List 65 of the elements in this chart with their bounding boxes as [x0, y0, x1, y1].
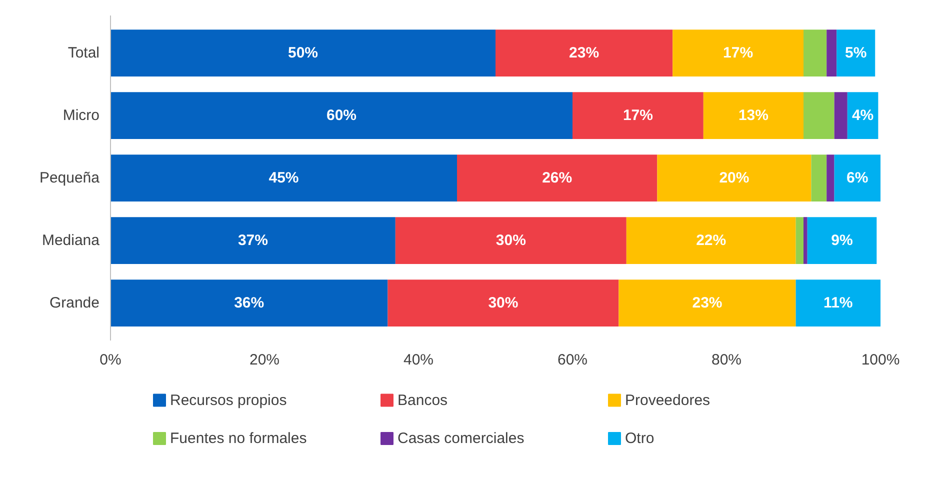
bar [826, 154, 834, 202]
data-label: 17% [622, 107, 653, 124]
bar [807, 217, 877, 264]
x-tick-label: 100% [861, 352, 900, 368]
data-label: 17% [723, 44, 754, 62]
legend-label: Proveedores [625, 392, 710, 409]
bar [804, 30, 827, 76]
bar [388, 280, 619, 326]
bar [847, 92, 878, 139]
data-label: 45% [268, 170, 299, 186]
bar [626, 217, 796, 264]
x-tick-label: 40% [403, 352, 434, 368]
bar [826, 30, 837, 76]
legend-label: Casas comerciales [398, 430, 524, 448]
bar [834, 92, 848, 139]
data-label: 30% [496, 232, 526, 249]
bar [657, 154, 812, 202]
bar [836, 30, 876, 76]
x-tick-label: 0% [100, 352, 122, 368]
bar [804, 217, 808, 264]
bar [796, 217, 804, 264]
data-label: 5% [845, 44, 867, 62]
bar [110, 280, 388, 326]
data-label: 20% [719, 170, 750, 186]
x-tick-label: 80% [711, 352, 742, 368]
y-tick-label: Grande [49, 294, 100, 312]
bar [395, 217, 626, 264]
bar [834, 154, 880, 202]
bar [796, 280, 880, 326]
data-label: 60% [326, 107, 357, 124]
legend-label: Otro [625, 430, 654, 448]
data-label: 4% [852, 107, 874, 124]
x-tick-label: 60% [557, 352, 588, 368]
data-label: 36% [234, 294, 264, 312]
bar [457, 154, 658, 202]
bar [572, 92, 704, 139]
data-label: 9% [831, 232, 853, 249]
y-tick-label: Total [68, 44, 100, 62]
data-label: 23% [569, 44, 600, 62]
bar [110, 30, 496, 76]
bar [703, 92, 804, 139]
data-label: 6% [846, 170, 868, 186]
legend-label: Fuentes no formales [170, 430, 307, 448]
data-label: 22% [696, 232, 726, 249]
y-tick-label: Micro [62, 107, 100, 124]
y-tick-label: Pequeña [39, 170, 100, 186]
legend-label: Bancos [398, 392, 448, 409]
bar [804, 92, 834, 139]
data-label: 30% [488, 294, 518, 312]
data-label: 50% [288, 44, 318, 62]
bar [618, 280, 796, 326]
y-tick-label: Mediana [42, 232, 100, 249]
bar [496, 30, 673, 76]
data-label: 23% [692, 294, 722, 312]
x-tick-label: 20% [249, 352, 280, 368]
legend-label: Recursos propios [170, 392, 287, 409]
data-label: 11% [824, 294, 853, 312]
data-label: 26% [542, 170, 572, 186]
bar [811, 154, 827, 202]
bar [110, 217, 396, 264]
data-label: 37% [238, 232, 268, 249]
bar [672, 30, 804, 76]
data-label: 13% [738, 107, 768, 124]
bar [110, 92, 572, 139]
bar [110, 154, 457, 202]
